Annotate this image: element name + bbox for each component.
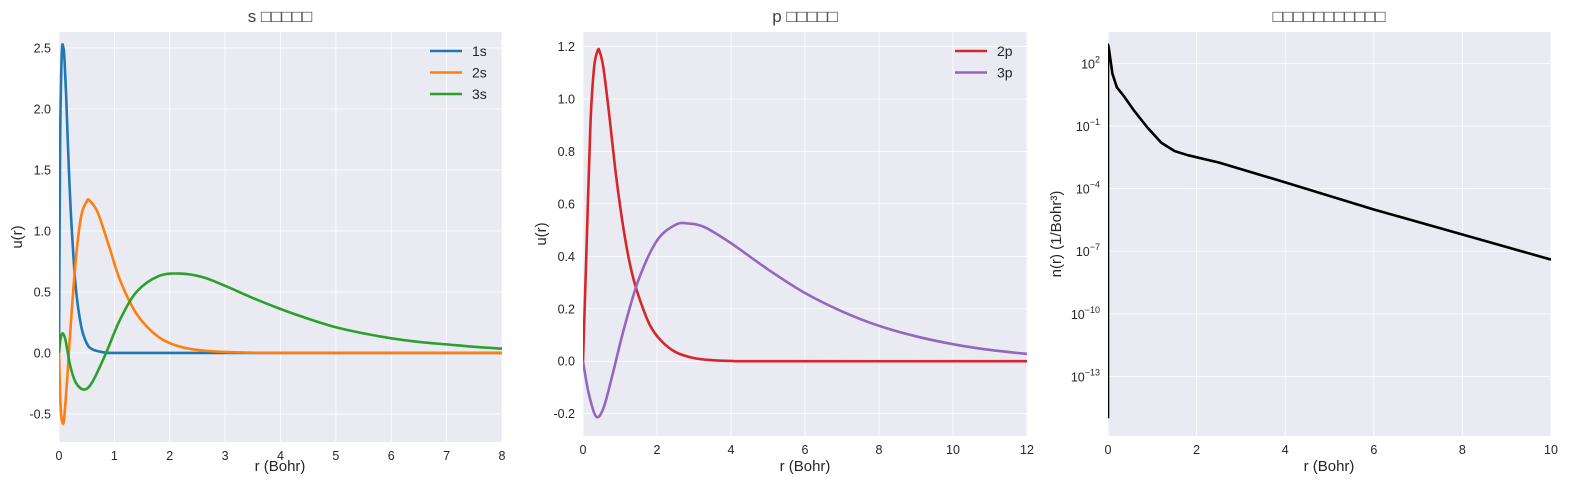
y-tick-label: -0.2 bbox=[553, 407, 575, 421]
y-tick-label: 10−13 bbox=[1071, 367, 1100, 384]
legend-label: 3s bbox=[472, 86, 487, 102]
x-tick-label: 4 bbox=[728, 443, 735, 457]
x-tick-label: 6 bbox=[1370, 443, 1377, 457]
y-tick-label: 10−1 bbox=[1076, 117, 1100, 134]
legend: 1s 2s 3s bbox=[430, 43, 487, 102]
x-tick-label: 0 bbox=[580, 443, 587, 457]
chart-title: □□□□□□□□□□□ bbox=[1273, 7, 1386, 26]
series-line-3s bbox=[59, 272, 502, 391]
y-tick-label: 2.5 bbox=[34, 41, 51, 55]
x-tick-label: 8 bbox=[1459, 443, 1466, 457]
y-tick-label: 10−4 bbox=[1076, 180, 1100, 197]
subplot-s-orbitals: s □□□□□ 0 1 2 3 4 5 6 7 8 -0.5 0.0 0.5 1.0 1.5 2.0 2.5 1… bbox=[9, 7, 506, 475]
x-tick-label: 4 bbox=[277, 449, 284, 463]
y-tick-label: 1.0 bbox=[34, 224, 51, 238]
y-tick-label: 0.2 bbox=[558, 302, 575, 316]
y-axis-label: n(r) (1/Bohr³) bbox=[1048, 191, 1065, 278]
y-tick-label: 1.5 bbox=[34, 163, 51, 177]
y-tick-label: 0.0 bbox=[34, 346, 51, 360]
y-tick-label: 0.0 bbox=[558, 355, 575, 369]
plot-area: 0 1 2 3 4 5 6 7 8 -0.5 0.0 0.5 1.0 1.5 2.0 2.5 1s 2s 3s bbox=[29, 32, 506, 463]
y-tick-label: 0.6 bbox=[558, 197, 575, 211]
y-axis-label: u(r) bbox=[9, 225, 26, 248]
subplot-electron-density: □□□□□□□□□□□ 0 2 4 6 8 10 102 10−1 10−4 10−7 10−10 1… bbox=[1048, 7, 1558, 475]
axes-background bbox=[1108, 32, 1551, 436]
y-tick-label: -0.5 bbox=[29, 407, 51, 421]
x-tick-label: 0 bbox=[1105, 443, 1112, 457]
x-tick-label: 2 bbox=[654, 443, 661, 457]
legend-label: 2p bbox=[997, 43, 1013, 59]
x-axis-label: r (Bohr) bbox=[780, 458, 831, 475]
y-tick-label: 1.0 bbox=[558, 92, 575, 106]
y-tick-label: 0.5 bbox=[34, 285, 51, 299]
x-tick-label: 0 bbox=[56, 449, 63, 463]
x-tick-label: 6 bbox=[388, 449, 395, 463]
y-tick-label: 1.2 bbox=[558, 40, 575, 54]
chart-title: s □□□□□ bbox=[248, 7, 313, 26]
series-line-n(r) bbox=[1108, 43, 1551, 419]
x-tick-label: 10 bbox=[946, 443, 960, 457]
y-tick-label: 0.4 bbox=[558, 250, 575, 264]
x-tick-label: 5 bbox=[332, 449, 339, 463]
x-tick-label: 10 bbox=[1544, 443, 1558, 457]
x-tick-label: 4 bbox=[1282, 443, 1289, 457]
x-tick-label: 2 bbox=[1193, 443, 1200, 457]
y-tick-label: 10−7 bbox=[1076, 242, 1100, 259]
x-tick-label: 8 bbox=[876, 443, 883, 457]
series-line-2s bbox=[59, 197, 502, 426]
x-tick-label: 2 bbox=[166, 449, 173, 463]
x-tick-label: 7 bbox=[443, 449, 450, 463]
x-axis-label: r (Bohr) bbox=[255, 458, 306, 475]
y-tick-label: 2.0 bbox=[34, 102, 51, 116]
y-tick-label: 102 bbox=[1081, 54, 1100, 71]
legend-label: 1s bbox=[472, 43, 487, 59]
subplot-p-orbitals: p □□□□□ 0 2 4 6 8 10 12 -0.2 0.0 0.2 0.4 0.6 0.8 1.0 1… bbox=[533, 7, 1034, 475]
series-line-3p bbox=[583, 221, 1027, 419]
x-tick-label: 8 bbox=[499, 449, 506, 463]
plot-area: 0 2 4 6 8 10 102 10−1 10−4 10−7 10−10 10−13 bbox=[1071, 32, 1558, 457]
y-tick-label: 10−10 bbox=[1071, 305, 1100, 322]
x-tick-label: 12 bbox=[1020, 443, 1034, 457]
series-line-2p bbox=[583, 47, 1027, 363]
x-tick-label: 6 bbox=[802, 443, 809, 457]
y-axis-label: u(r) bbox=[533, 222, 550, 245]
y-tick-label: 0.8 bbox=[558, 145, 575, 159]
x-tick-label: 1 bbox=[111, 449, 118, 463]
x-tick-label: 3 bbox=[222, 449, 229, 463]
x-axis-label: r (Bohr) bbox=[1304, 458, 1355, 475]
chart-title: p □□□□□ bbox=[772, 7, 838, 26]
legend-label: 2s bbox=[472, 65, 487, 81]
legend-label: 3p bbox=[997, 65, 1013, 81]
